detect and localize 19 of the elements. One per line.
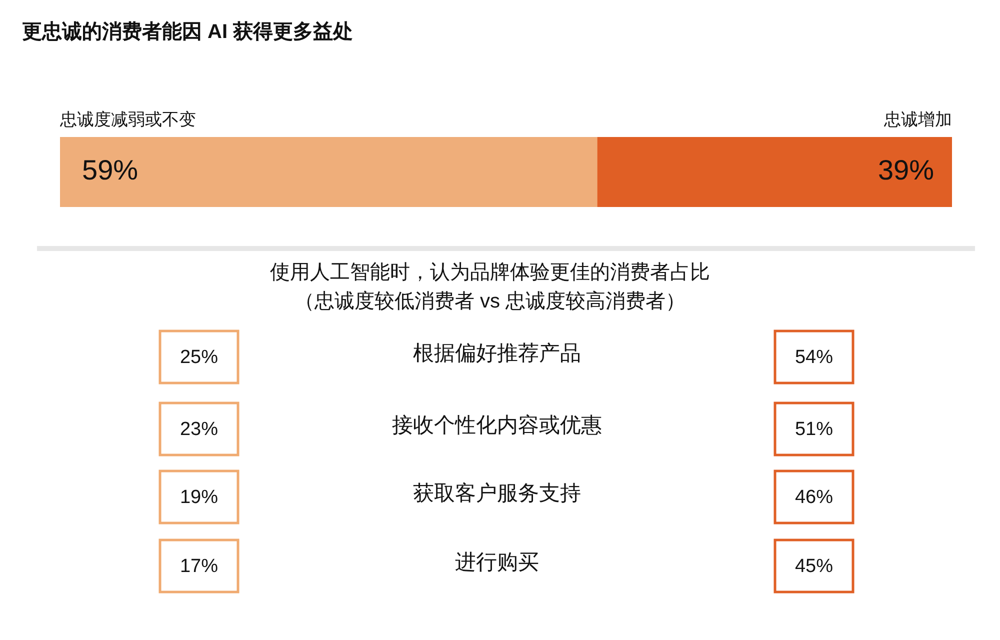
data-label: 17% bbox=[180, 556, 218, 578]
data-label: 54% bbox=[794, 347, 834, 368]
category-label: 接收个性化内容或优惠 bbox=[392, 414, 602, 437]
data-label: 25% bbox=[180, 347, 218, 368]
data-label: 45% bbox=[794, 556, 834, 578]
text: 使用人工智能时，认为品牌体验更佳的消费者占比 bbox=[270, 262, 710, 284]
category-label: 根据偏好推荐产品 bbox=[413, 342, 581, 365]
data-label: 39% bbox=[878, 154, 934, 186]
data-label: 59% bbox=[82, 154, 138, 186]
data-label: 51% bbox=[794, 419, 834, 440]
data-label: 23% bbox=[180, 419, 218, 440]
series-label: 忠诚度减弱或不变 bbox=[59, 110, 196, 129]
text: （忠诚度较低消费者 vs 忠诚度较高消费者） bbox=[294, 290, 686, 313]
data-label: 19% bbox=[180, 487, 218, 508]
category-label: 进行购买 bbox=[455, 550, 539, 574]
series-label: 忠诚增加 bbox=[883, 110, 952, 129]
chart-title: 更忠诚的消费者能因 AI 获得更多益处 bbox=[22, 20, 354, 45]
category-label: 获取客户服务支持 bbox=[413, 482, 581, 505]
data-label: 46% bbox=[794, 487, 834, 508]
